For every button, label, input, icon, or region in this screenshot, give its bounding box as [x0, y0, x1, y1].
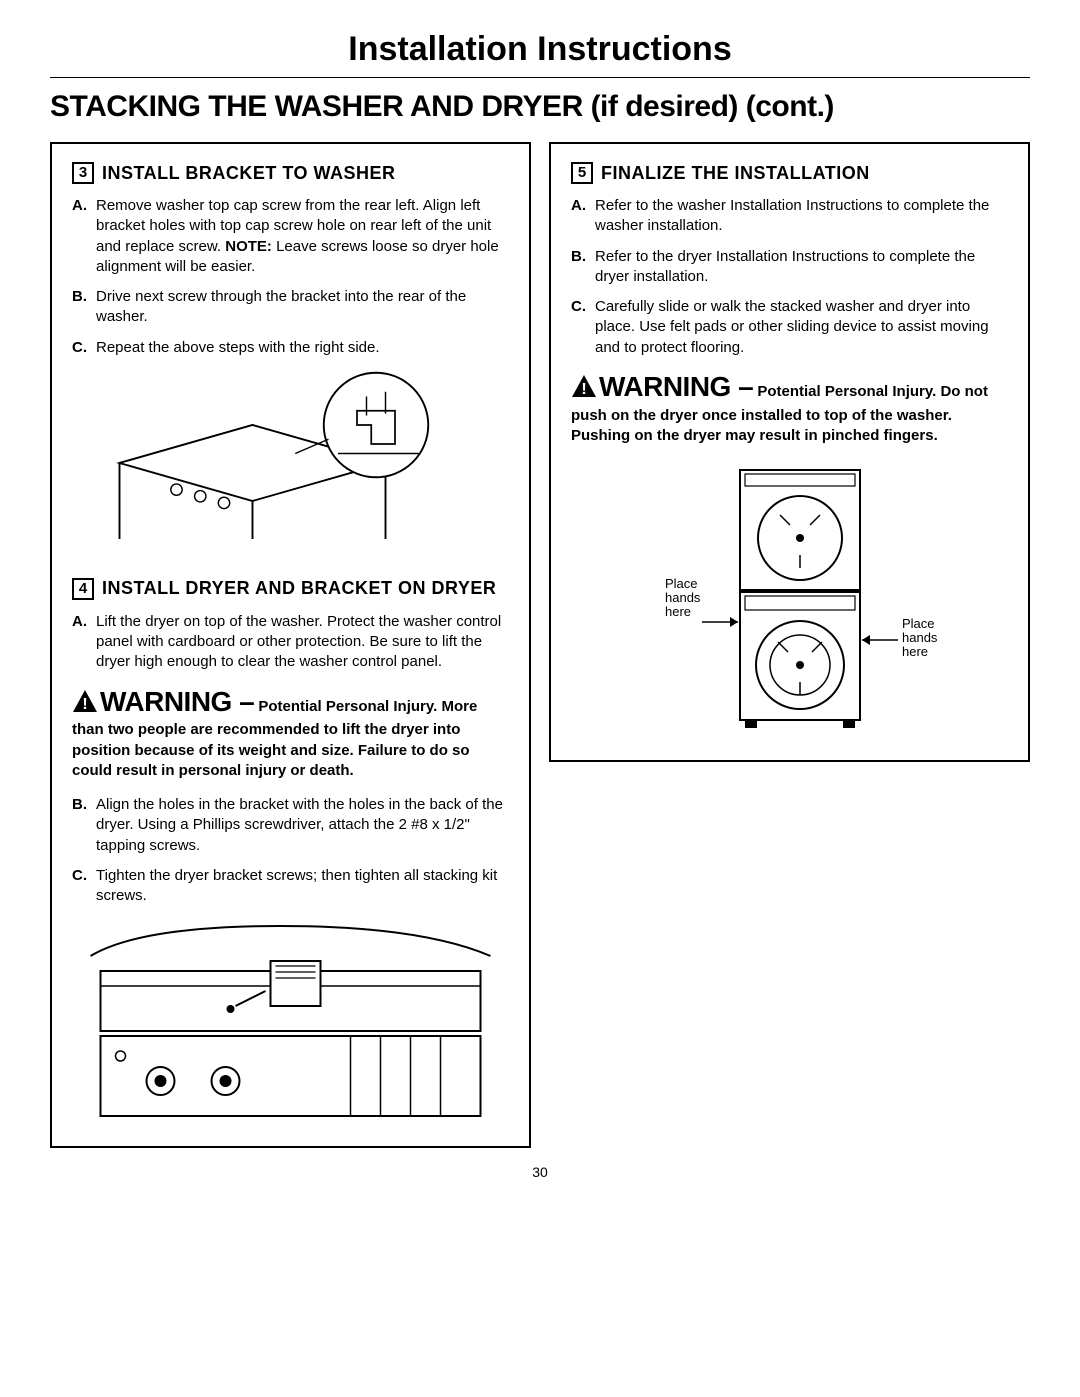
warning-step5: ! WARNING – Potential Personal Injury. D…: [571, 368, 1008, 446]
diagram-label-right: Place: [902, 616, 935, 631]
item-letter: B.: [72, 287, 90, 328]
page-title: Installation Instructions: [50, 30, 1030, 69]
item-text: Repeat the above steps with the right si…: [96, 338, 380, 358]
svg-text:Place hands: Place hands here: [665, 576, 704, 619]
svg-text:Place hands: Place hands here: [902, 616, 941, 659]
item-text: Refer to the dryer Installation Instruct…: [595, 247, 1008, 288]
step-3-number: 3: [72, 162, 94, 184]
page-number: 30: [50, 1164, 1030, 1180]
svg-text:!: !: [581, 381, 586, 398]
item-letter: A.: [571, 196, 589, 237]
step-4-list-a: A. Lift the dryer on top of the washer. …: [72, 612, 509, 673]
item-text: Tighten the dryer bracket screws; then t…: [96, 866, 509, 907]
item-text: Align the holes in the bracket with the …: [96, 795, 509, 856]
stacked-units-diagram: Place hands here Place hands here: [571, 460, 1008, 740]
item-text: Carefully slide or walk the stacked wash…: [595, 297, 1008, 358]
step-5-list: A. Refer to the washer Installation Inst…: [571, 196, 1008, 358]
title-rule: [50, 77, 1030, 78]
item-text: Remove washer top cap screw from the rea…: [96, 196, 509, 277]
item-letter: A.: [72, 612, 90, 673]
step-4-list-bc: B. Align the holes in the bracket with t…: [72, 795, 509, 906]
left-panel: 3 INSTALL BRACKET TO WASHER A. Remove wa…: [50, 142, 531, 1148]
bracket-washer-diagram: [72, 368, 509, 558]
list-item: B. Refer to the dryer Installation Instr…: [571, 247, 1008, 288]
two-column-layout: 3 INSTALL BRACKET TO WASHER A. Remove wa…: [50, 142, 1030, 1148]
list-item: A. Lift the dryer on top of the washer. …: [72, 612, 509, 673]
warning-icon: !: [571, 374, 597, 404]
list-item: C. Carefully slide or walk the stacked w…: [571, 297, 1008, 358]
step-4-number: 4: [72, 578, 94, 600]
warning-lead: WARNING –: [599, 371, 753, 402]
warning-step4: ! WARNING – Potential Personal Injury. M…: [72, 683, 509, 782]
item-letter: A.: [72, 196, 90, 277]
right-panel: 5 FINALIZE THE INSTALLATION A. Refer to …: [549, 142, 1030, 762]
list-item: A. Refer to the washer Installation Inst…: [571, 196, 1008, 237]
list-item: A. Remove washer top cap screw from the …: [72, 196, 509, 277]
step-3-title: INSTALL BRACKET TO WASHER: [102, 163, 396, 184]
item-letter: C.: [571, 297, 589, 358]
item-letter: C.: [72, 866, 90, 907]
warning-icon: !: [72, 689, 98, 719]
warning-lead: WARNING –: [100, 686, 254, 717]
step-3-header: 3 INSTALL BRACKET TO WASHER: [72, 162, 509, 184]
list-item: C. Repeat the above steps with the right…: [72, 338, 509, 358]
list-item: B. Align the holes in the bracket with t…: [72, 795, 509, 856]
item-text: Lift the dryer on top of the washer. Pro…: [96, 612, 509, 673]
item-text: Drive next screw through the bracket int…: [96, 287, 509, 328]
step-4-title: INSTALL DRYER AND BRACKET ON DRYER: [102, 578, 496, 599]
item-letter: C.: [72, 338, 90, 358]
step-5-number: 5: [571, 162, 593, 184]
step-5-header: 5 FINALIZE THE INSTALLATION: [571, 162, 1008, 184]
item-text: Refer to the washer Installation Instruc…: [595, 196, 1008, 237]
step-4-header: 4 INSTALL DRYER AND BRACKET ON DRYER: [72, 578, 509, 600]
item-letter: B.: [571, 247, 589, 288]
step-3-list: A. Remove washer top cap screw from the …: [72, 196, 509, 358]
step-5-title: FINALIZE THE INSTALLATION: [601, 163, 870, 184]
svg-text:!: !: [82, 696, 87, 713]
dryer-bracket-diagram: [72, 916, 509, 1126]
section-title: STACKING THE WASHER AND DRYER (if desire…: [50, 90, 1030, 124]
diagram-label-left: Place: [665, 576, 698, 591]
list-item: B. Drive next screw through the bracket …: [72, 287, 509, 328]
item-letter: B.: [72, 795, 90, 856]
list-item: C. Tighten the dryer bracket screws; the…: [72, 866, 509, 907]
